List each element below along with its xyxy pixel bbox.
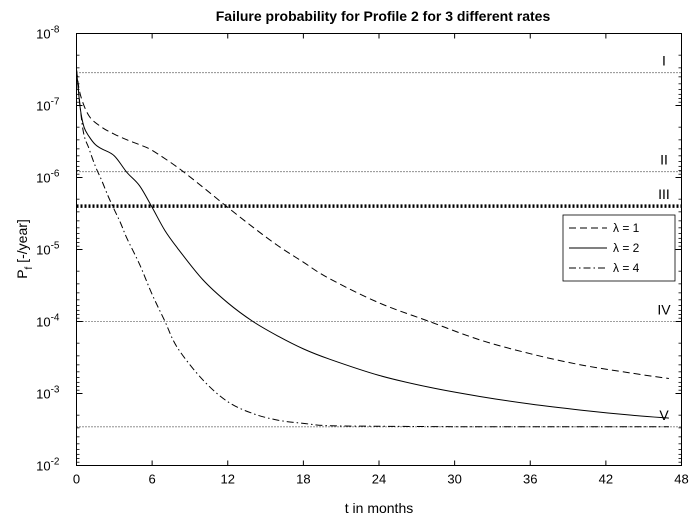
y-tick-exponent: -5	[51, 241, 60, 252]
y-tick-base: 10	[36, 99, 50, 114]
y-tick-label-2: 10-6	[36, 169, 60, 186]
legend-label-2: λ = 2	[613, 241, 640, 255]
x-axis-ticks: 0 6 12 18 24 30 36 42 48	[73, 33, 689, 487]
x-tick-label-24: 24	[372, 472, 386, 487]
x-tick-label-36: 36	[523, 472, 537, 487]
y-tick-label-6: 10-2	[36, 457, 60, 474]
threshold-label-2: II	[660, 152, 668, 168]
y-tick-base: 10	[36, 315, 50, 330]
x-axis-label: t in months	[345, 500, 413, 516]
y-tick-base: 10	[36, 387, 50, 402]
y-axis-ticks: 10-810-710-610-510-410-310-2	[36, 25, 682, 474]
x-tick-label-42: 42	[599, 472, 613, 487]
x-tick-label-12: 12	[221, 472, 235, 487]
y-axis-label: Pf [-/year]	[14, 219, 35, 279]
x-tick-label-30: 30	[447, 472, 461, 487]
series-line-2	[76, 69, 669, 419]
threshold-label-3: III	[658, 186, 670, 202]
chart-title: Failure probability for Profile 2 for 3 …	[216, 8, 551, 24]
y-tick-base: 10	[36, 27, 50, 42]
y-tick-label-4: 10-4	[36, 313, 60, 330]
y-tick-exponent: -3	[51, 385, 60, 396]
threshold-label-5: V	[659, 407, 669, 423]
data-series	[76, 69, 669, 428]
legend: λ = 1 λ = 2 λ = 4	[562, 214, 676, 282]
series-line-1	[76, 69, 669, 380]
legend-label-1: λ = 1	[613, 221, 640, 235]
y-axis-label-subscript: f	[24, 266, 35, 269]
y-axis-label-units: [-/year]	[14, 219, 30, 266]
y-tick-base: 10	[36, 459, 50, 474]
y-tick-exponent: -6	[51, 169, 60, 180]
x-tick-label-6: 6	[149, 472, 156, 487]
x-tick-label-18: 18	[296, 472, 310, 487]
y-tick-label-0: 10-8	[36, 25, 60, 42]
y-tick-exponent: -4	[51, 313, 60, 324]
y-axis-label-main: P	[14, 269, 30, 278]
y-tick-exponent: -2	[51, 457, 60, 468]
threshold-label-4: IV	[657, 302, 671, 318]
y-tick-label-1: 10-7	[36, 97, 60, 114]
series-line-3	[76, 69, 669, 428]
y-tick-base: 10	[36, 171, 50, 186]
x-tick-label-0: 0	[73, 472, 80, 487]
threshold-label-1: I	[662, 53, 666, 69]
y-tick-label-5: 10-3	[36, 385, 60, 402]
y-tick-exponent: -8	[51, 25, 60, 36]
y-tick-label-3: 10-5	[36, 241, 60, 258]
x-tick-label-48: 48	[674, 472, 688, 487]
y-tick-base: 10	[36, 243, 50, 258]
legend-label-3: λ = 4	[613, 261, 640, 275]
y-tick-exponent: -7	[51, 97, 60, 108]
